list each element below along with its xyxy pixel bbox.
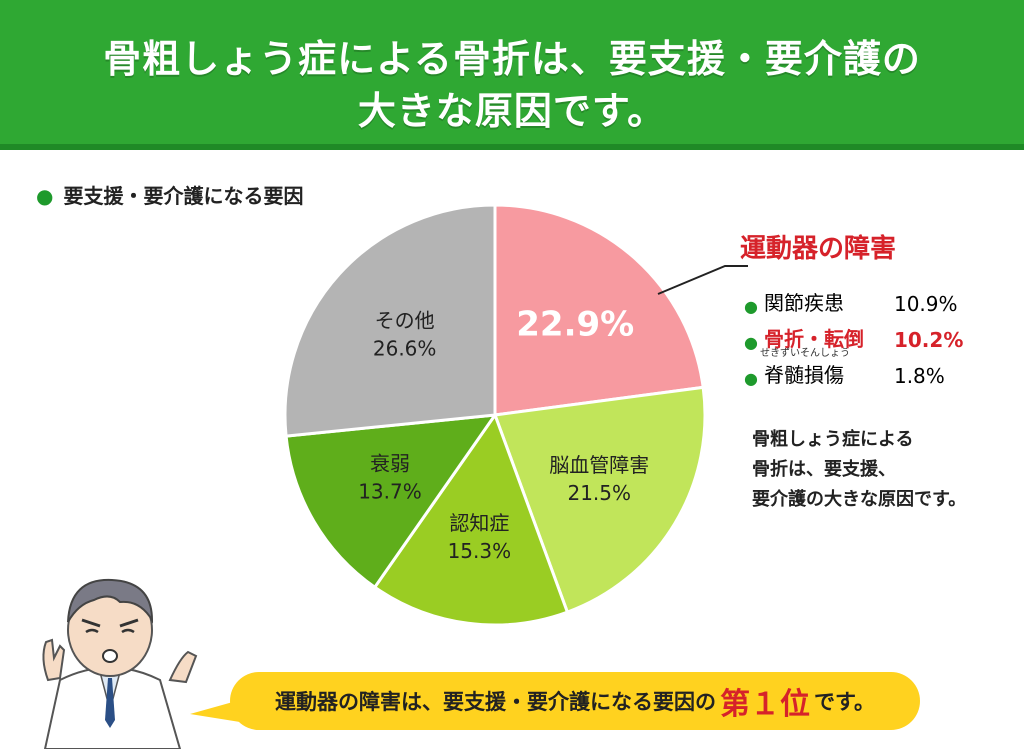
- callout-item-value: 10.9%: [893, 292, 958, 316]
- bullet-icon: ●: [744, 369, 758, 388]
- callout-item-name: 脊髄損傷: [763, 363, 844, 387]
- slice-value-label: 26.6%: [373, 336, 437, 360]
- bullet-icon: ●: [744, 297, 758, 316]
- explanation-note: 骨粗しょう症による 骨折は、要支援、 要介護の大きな原因です。: [752, 425, 966, 515]
- slice-label: 脳血管障害 21.5%: [549, 453, 649, 505]
- slice-label: 22.9%: [516, 304, 634, 344]
- doctor-illustration: [42, 578, 198, 749]
- slice-value-label: 15.3%: [448, 539, 512, 563]
- summary-bubble: 運動器の障害は、要支援・要介護になる要因の 第１位 です。: [230, 672, 920, 730]
- pie-slice: [372, 411, 570, 627]
- slice-category-label: 脳血管障害: [549, 453, 649, 477]
- title-banner: 骨粗しょう症による骨折は、要支援・要介護の 大きな原因です。: [0, 0, 1024, 150]
- subtitle-text: 要支援・要介護になる要因: [63, 184, 304, 208]
- slice-category-label: 衰弱: [370, 452, 410, 476]
- pie-chart: 22.9% 脳血管障害 21.5% 認知症 15.3% 衰弱 13.7% その他 26.6%: [283, 205, 707, 627]
- note-line: 骨折は、要支援、: [752, 459, 896, 480]
- title-line-2: 大きな原因です。: [357, 89, 667, 133]
- slice-category-label: その他: [375, 308, 435, 332]
- summary-text-before: 運動器の障害は、要支援・要介護になる要因の: [275, 690, 717, 714]
- summary-text-after: です。: [814, 690, 875, 714]
- title-line-1: 骨粗しょう症による骨折は、要支援・要介護の: [103, 37, 921, 81]
- ruby-annotation: せきずいそんしょう: [760, 348, 850, 359]
- callout-connector: [657, 265, 748, 295]
- callout-item: せきずいそんしょう ● 脊髄損傷 1.8%: [744, 348, 1014, 388]
- bubble-tail: [190, 700, 240, 722]
- callout-item-value: 1.8%: [893, 364, 945, 388]
- note-line: 骨粗しょう症による: [752, 429, 914, 450]
- callout-list: ● 関節疾患 10.9% ● 骨折・転倒 10.2% せきずいそんしょう ● 脊…: [744, 280, 1014, 388]
- slice-value-label: 22.9%: [516, 304, 634, 344]
- slice-value-label: 21.5%: [567, 481, 631, 505]
- slice-value-label: 13.7%: [358, 480, 422, 504]
- callout-item-value: 10.2%: [893, 328, 964, 352]
- callout-item-highlight: ● 骨折・転倒 10.2%: [744, 316, 1014, 352]
- pie-slice: [493, 205, 705, 417]
- slice-label: 認知症 15.3%: [448, 511, 512, 563]
- slice-label: 衰弱 13.7%: [358, 452, 422, 504]
- summary-highlight: 第１位: [720, 687, 811, 722]
- callout-item-name: 骨折・転倒: [763, 327, 864, 351]
- bullet-icon: ●: [36, 184, 54, 208]
- callout-box: 運動器の障害: [740, 228, 896, 265]
- callout-item-name: 関節疾患: [763, 291, 844, 315]
- pie-slice: [283, 205, 497, 438]
- slice-category-label: 認知症: [449, 511, 509, 535]
- pie-slice: [284, 413, 499, 590]
- slice-label: その他 26.6%: [373, 308, 437, 360]
- chart-subtitle: ● 要支援・要介護になる要因: [36, 180, 303, 209]
- callout-title: 運動器の障害: [740, 234, 897, 264]
- callout-item: ● 関節疾患 10.9%: [744, 280, 1014, 316]
- note-line: 要介護の大きな原因です。: [752, 489, 967, 510]
- bullet-icon: ●: [744, 333, 758, 352]
